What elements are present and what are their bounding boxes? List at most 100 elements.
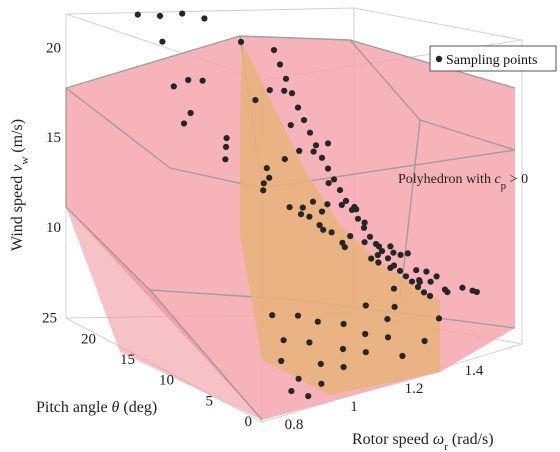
sampling-point bbox=[300, 117, 308, 124]
sampling-point bbox=[444, 289, 451, 296]
polyhedron-edge-2 bbox=[65, 87, 516, 189]
sampling-point bbox=[362, 330, 369, 338]
sampling-point bbox=[252, 97, 259, 104]
sampling-point bbox=[287, 122, 294, 129]
sampling-point bbox=[362, 302, 369, 309]
sampling-point bbox=[310, 148, 317, 155]
sampling-point bbox=[378, 248, 386, 255]
legend-label: Sampling points bbox=[446, 53, 537, 68]
sampling-point bbox=[427, 278, 434, 285]
sampling-point bbox=[324, 165, 332, 172]
x-tick-label: 0.8 bbox=[285, 417, 304, 433]
y-axis-title: Pitch angle θ (deg) bbox=[36, 399, 157, 416]
sampling-point bbox=[278, 357, 285, 365]
sampling-point bbox=[316, 222, 323, 229]
sampling-point bbox=[305, 393, 312, 400]
sampling-point bbox=[294, 104, 302, 111]
sampling-point bbox=[269, 312, 276, 319]
y-tick-label: 10 bbox=[159, 373, 174, 389]
sampling-point bbox=[296, 147, 303, 154]
sampling-point bbox=[156, 12, 164, 19]
sampling-point bbox=[368, 255, 375, 262]
y-tick-label: 0 bbox=[245, 414, 253, 430]
sampling-point bbox=[402, 273, 410, 280]
sampling-point bbox=[414, 283, 422, 291]
sampling-point bbox=[318, 208, 326, 215]
sampling-point bbox=[280, 337, 287, 344]
z-tick-label: 10 bbox=[46, 220, 61, 236]
sampling-point bbox=[312, 142, 320, 149]
sampling-point bbox=[187, 109, 194, 117]
sampling-point bbox=[347, 233, 354, 240]
sampling-point bbox=[330, 176, 338, 183]
sampling-point bbox=[320, 226, 327, 233]
sampling-point bbox=[384, 334, 392, 341]
sampling-point bbox=[459, 284, 466, 291]
sampling-point bbox=[336, 187, 344, 194]
sampling-point bbox=[375, 259, 382, 266]
sampling-point bbox=[426, 292, 434, 300]
sampling-point bbox=[170, 83, 177, 90]
sampling-point bbox=[360, 224, 368, 231]
sampling-point bbox=[185, 76, 192, 84]
sampling-point bbox=[416, 277, 423, 284]
sampling-point bbox=[295, 375, 302, 382]
points-layer bbox=[134, 10, 480, 400]
sampling-point bbox=[222, 156, 229, 163]
z-tick-label: 15 bbox=[46, 130, 61, 146]
sampling-point bbox=[366, 233, 374, 240]
legend-marker bbox=[435, 55, 443, 63]
sampling-point bbox=[299, 204, 306, 211]
cross-section-surface bbox=[240, 42, 440, 395]
sampling-point bbox=[397, 251, 404, 258]
sampling-point bbox=[179, 10, 186, 17]
sampling-point bbox=[180, 120, 188, 127]
sampling-point bbox=[384, 316, 391, 323]
sampling-point bbox=[339, 345, 347, 353]
y-tick-label: 25 bbox=[42, 311, 57, 327]
sampling-point bbox=[423, 268, 430, 275]
sampling-point bbox=[420, 289, 428, 296]
sampling-point bbox=[306, 129, 314, 136]
sampling-point bbox=[396, 267, 404, 274]
sampling-point bbox=[263, 165, 270, 172]
polyhedron-annotation: Polyhedron with cp > 0 bbox=[398, 172, 528, 192]
legend-box bbox=[429, 45, 557, 72]
sampling-point bbox=[260, 187, 267, 194]
sampling-point bbox=[282, 75, 290, 82]
sampling-point bbox=[222, 143, 230, 150]
z-axis-title: Wind speed vw (m/s) bbox=[9, 119, 31, 251]
sampling-point bbox=[390, 285, 398, 292]
sampling-point bbox=[294, 312, 302, 319]
sampling-point bbox=[276, 61, 284, 68]
sampling-point bbox=[281, 87, 288, 94]
sampling-point bbox=[237, 38, 245, 46]
sampling-point bbox=[413, 267, 420, 274]
polyhedron-face-lower bbox=[66, 207, 262, 420]
sampling-point bbox=[318, 154, 326, 161]
sampling-point bbox=[399, 352, 406, 360]
sampling-point bbox=[306, 213, 313, 220]
ticks-layer: 1015202505101520250.811.21.4 bbox=[42, 40, 484, 433]
sampling-point bbox=[341, 244, 348, 251]
sampling-point bbox=[324, 140, 332, 147]
sampling-point bbox=[270, 47, 278, 54]
sampling-point bbox=[297, 211, 305, 218]
sampling-point bbox=[281, 156, 288, 163]
sampling-point bbox=[408, 278, 416, 285]
y-tick-label: 15 bbox=[120, 352, 135, 368]
sampling-point bbox=[387, 264, 394, 271]
sampling-point bbox=[306, 339, 313, 346]
sampling-point bbox=[324, 201, 331, 208]
sampling-point bbox=[340, 364, 347, 371]
sampling-point bbox=[309, 198, 317, 205]
sampling-point bbox=[266, 87, 273, 94]
sampling-point bbox=[288, 388, 295, 395]
sampling-point bbox=[351, 203, 358, 211]
sampling-point bbox=[354, 215, 362, 222]
sampling-point bbox=[387, 243, 394, 250]
x-tick-label: 1 bbox=[350, 399, 358, 415]
sampling-point bbox=[375, 243, 383, 250]
sampling-point bbox=[199, 77, 206, 84]
